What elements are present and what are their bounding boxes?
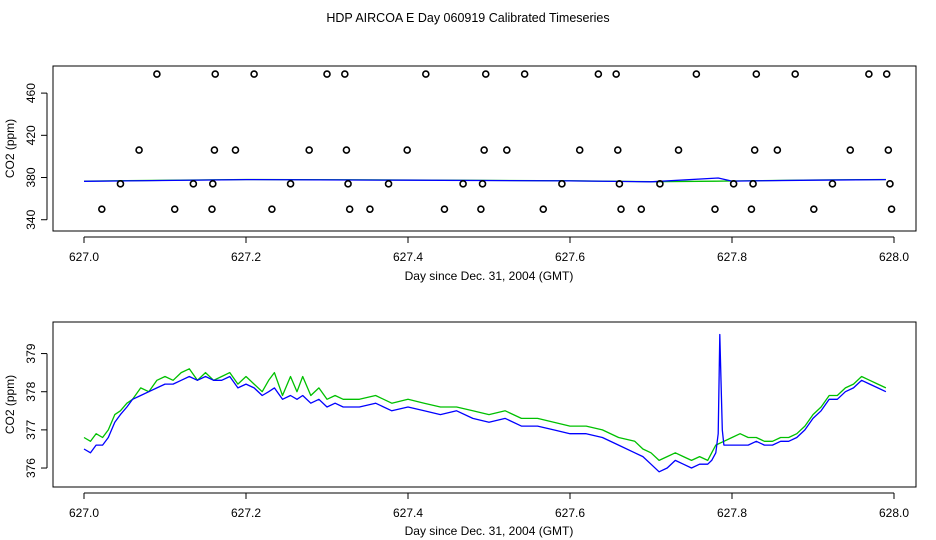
scatter-point bbox=[729, 180, 738, 188]
scatter-point bbox=[268, 205, 276, 213]
scatter-point bbox=[422, 70, 430, 78]
scatter-point bbox=[250, 70, 258, 78]
scatter-point bbox=[882, 70, 891, 78]
scatter-point bbox=[575, 146, 584, 154]
scatter-point bbox=[637, 205, 646, 213]
y-tick-label: 377 bbox=[24, 420, 38, 440]
scatter-point bbox=[98, 205, 106, 213]
scatter-point bbox=[749, 180, 757, 188]
scatter-point bbox=[440, 205, 449, 213]
top-panel: 627.0 627.2 627.4 627.6 627.8 628.0 Day since … bbox=[3, 65, 917, 283]
scatter-point bbox=[477, 205, 485, 213]
figure-title: HDP AIRCOA E Day 060919 Calibrated Times… bbox=[326, 11, 609, 25]
plot-frame bbox=[52, 65, 917, 232]
x-tick-label: 627.4 bbox=[393, 250, 423, 264]
y-tick-label: 380 bbox=[24, 167, 38, 187]
scatter-point bbox=[773, 146, 782, 154]
scatter-point bbox=[481, 70, 490, 78]
x-axis-title: Day since Dec. 31, 2004 (GMT) bbox=[405, 269, 574, 283]
scatter-point bbox=[153, 70, 161, 78]
scatter-point bbox=[617, 205, 625, 213]
scatter-point bbox=[747, 205, 756, 213]
scatter-point bbox=[752, 70, 761, 78]
scatter-point bbox=[791, 70, 799, 78]
scatter-point bbox=[887, 205, 896, 213]
x-tick-label: 627.4 bbox=[393, 506, 423, 520]
series-line-1 bbox=[83, 368, 887, 462]
x-tick-label: 627.8 bbox=[717, 506, 747, 520]
scatter-point bbox=[210, 146, 219, 154]
scatter-point bbox=[366, 205, 374, 213]
scatter-point bbox=[520, 70, 529, 78]
scatter-point bbox=[345, 205, 354, 213]
scatter-point bbox=[341, 70, 349, 78]
x-tick-label: 627.2 bbox=[231, 506, 261, 520]
x-tick-label: 628.0 bbox=[879, 250, 909, 264]
scatter-point bbox=[612, 70, 620, 78]
y-tick-label: 420 bbox=[24, 125, 38, 145]
scatter-point bbox=[344, 180, 352, 188]
scatter-point bbox=[558, 180, 566, 188]
scatter-point bbox=[884, 146, 893, 154]
scatter-point bbox=[846, 146, 855, 154]
bottom-panel: 627.0 627.2 627.4 627.6 627.8 628.0 Day since … bbox=[3, 321, 917, 538]
y-tick-label: 460 bbox=[24, 83, 38, 103]
scatter-point bbox=[503, 146, 511, 154]
y-tick-label: 379 bbox=[24, 343, 38, 363]
scatter-point bbox=[656, 180, 664, 188]
y-tick-label: 340 bbox=[24, 209, 38, 229]
y-axis-title: CO2 (ppm) bbox=[3, 119, 17, 178]
x-tick-label: 628.0 bbox=[879, 506, 909, 520]
y-tick-label: 378 bbox=[24, 381, 38, 401]
scatter-point bbox=[286, 180, 295, 188]
scatter-point bbox=[211, 70, 220, 78]
scatter-point bbox=[674, 146, 683, 154]
scatter-point bbox=[323, 70, 331, 78]
x-axis-title: Day since Dec. 31, 2004 (GMT) bbox=[405, 524, 574, 538]
x-tick-label: 627.8 bbox=[717, 250, 747, 264]
scatter-point bbox=[615, 180, 624, 188]
scatter-point bbox=[480, 146, 488, 154]
scatter-point bbox=[750, 146, 759, 154]
scatter-point bbox=[478, 180, 487, 188]
scatter-point bbox=[711, 205, 719, 213]
scatter-point bbox=[692, 70, 701, 78]
x-tick-label: 627.0 bbox=[69, 250, 99, 264]
scatter-point bbox=[539, 205, 548, 213]
scatter-point bbox=[810, 205, 818, 213]
scatter-point bbox=[865, 70, 873, 78]
x-tick-label: 627.0 bbox=[69, 506, 99, 520]
x-tick-label: 627.2 bbox=[231, 250, 261, 264]
scatter-point bbox=[828, 180, 837, 188]
scatter-point bbox=[342, 146, 351, 154]
y-axis-title: CO2 (ppm) bbox=[3, 375, 17, 434]
scatter-point bbox=[135, 146, 143, 154]
series-line-2 bbox=[83, 177, 886, 183]
scatter-point bbox=[459, 180, 467, 188]
scatter-point bbox=[189, 180, 198, 188]
x-tick-label: 627.6 bbox=[555, 506, 585, 520]
scatter-point bbox=[305, 146, 313, 154]
scatter-point bbox=[594, 70, 603, 78]
scatter-point bbox=[208, 205, 216, 213]
scatter-point bbox=[384, 180, 393, 188]
scatter-point bbox=[403, 146, 411, 154]
scatter-point bbox=[613, 146, 622, 154]
scatter-point bbox=[886, 180, 894, 188]
scatter-point bbox=[116, 180, 125, 188]
y-tick-label: 376 bbox=[24, 458, 38, 478]
plot-frame bbox=[52, 321, 917, 488]
x-tick-label: 627.6 bbox=[555, 250, 585, 264]
scatter-point bbox=[231, 146, 240, 154]
scatter-point bbox=[170, 205, 179, 213]
scatter-point bbox=[208, 180, 217, 188]
series-line-2 bbox=[83, 333, 887, 473]
